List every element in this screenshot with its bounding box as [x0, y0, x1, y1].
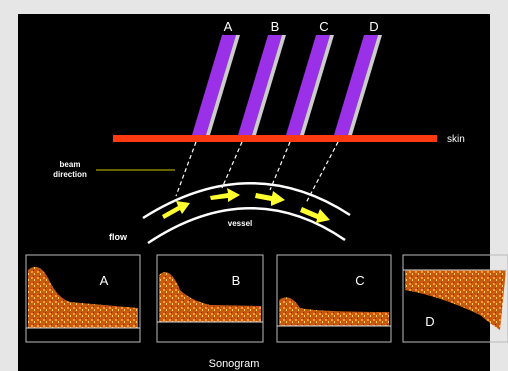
- probe-label: D: [369, 19, 378, 34]
- diagram: A B C D skin beamdirection vessel flow: [0, 0, 508, 371]
- flow-label: flow: [109, 232, 128, 242]
- probe-label: C: [319, 19, 328, 34]
- skin-line: [113, 135, 437, 142]
- sonogram-label: C: [355, 273, 364, 288]
- beam-label-line: beam: [60, 160, 81, 169]
- probe-label: B: [271, 19, 280, 34]
- sonogram-label: B: [232, 273, 241, 288]
- probe-label: A: [224, 19, 233, 34]
- beam-label-line: direction: [53, 170, 87, 179]
- screenshot: A B C D skin beamdirection vessel flow: [0, 0, 508, 371]
- skin-label: skin: [447, 134, 465, 145]
- caption: Sonogram: [209, 358, 260, 370]
- sonogram-label: D: [425, 314, 434, 329]
- vessel-label: vessel: [228, 219, 252, 228]
- sonogram-label: A: [100, 273, 109, 288]
